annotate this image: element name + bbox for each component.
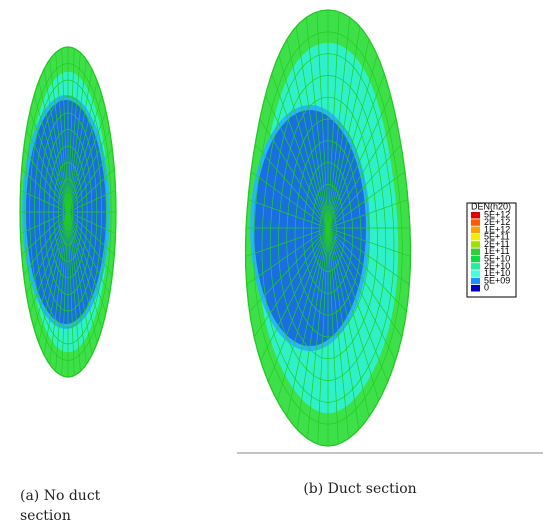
legend-swatch — [471, 241, 480, 248]
legend-swatch — [471, 263, 480, 270]
legend-swatch — [471, 256, 480, 262]
legend-swatch — [471, 285, 480, 292]
contour-plot — [245, 10, 410, 446]
legend-swatch — [471, 270, 480, 277]
legend-swatch — [471, 234, 480, 241]
legend-swatch — [471, 249, 480, 256]
legend-swatch — [471, 278, 480, 285]
legend-label: 0 — [484, 283, 489, 293]
caption: (b) Duct section — [290, 479, 430, 499]
plots: DEN(h20) 5E+122E+121E+125E+112E+111E+115… — [0, 0, 543, 530]
caption: (a) No duct section — [20, 486, 130, 526]
contour-plot — [20, 47, 116, 377]
legend-swatch — [471, 212, 480, 219]
legend-swatch — [471, 227, 480, 234]
figure: DEN(h20) 5E+122E+121E+125E+112E+111E+115… — [0, 0, 543, 530]
legend-swatch — [471, 219, 480, 226]
